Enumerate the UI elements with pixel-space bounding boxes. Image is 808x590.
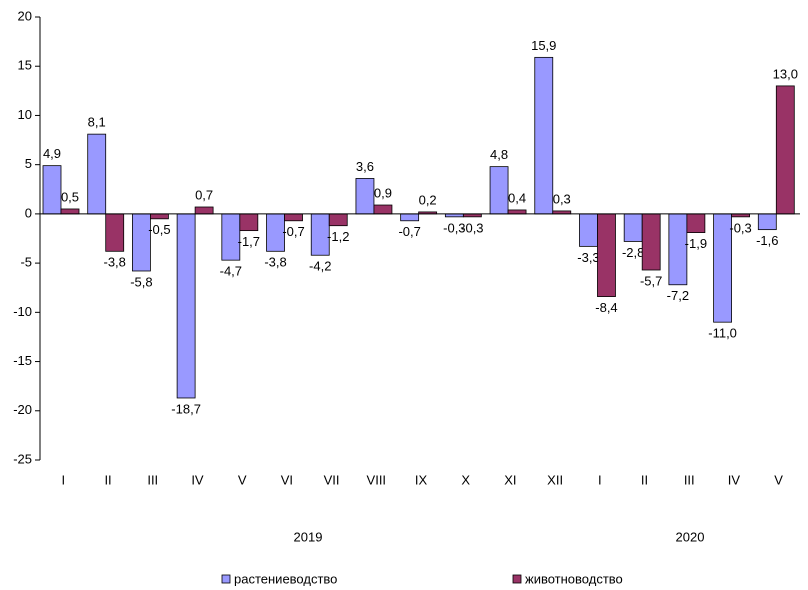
x-tick-label: VIII xyxy=(367,472,387,487)
x-tick-label: IV xyxy=(728,472,741,487)
value-label: -4,2 xyxy=(309,259,331,274)
legend-label: животноводство xyxy=(525,571,623,586)
value-label: 0,5 xyxy=(61,189,79,204)
bar xyxy=(194,206,214,215)
value-label: 0,7 xyxy=(195,187,213,202)
value-label: -0,3 xyxy=(461,220,483,235)
bar xyxy=(507,209,527,215)
value-label: 0,9 xyxy=(374,185,392,200)
legend-label: растениеводство xyxy=(234,571,337,586)
value-label: -18,7 xyxy=(171,401,201,416)
value-label: 3,6 xyxy=(356,159,374,174)
value-label: -3,8 xyxy=(104,255,126,270)
value-label: 4,9 xyxy=(43,146,61,161)
bar xyxy=(623,213,643,242)
bar xyxy=(105,213,125,252)
bar xyxy=(775,85,795,215)
x-tick-label: II xyxy=(104,472,111,487)
value-label: -1,7 xyxy=(238,234,260,249)
x-tick-label: VI xyxy=(281,472,293,487)
y-tick-label: 0 xyxy=(25,205,32,220)
bar xyxy=(641,213,661,271)
x-tick-label: VII xyxy=(324,472,340,487)
bar xyxy=(87,133,107,215)
value-label: -5,8 xyxy=(130,274,152,289)
legend-swatch xyxy=(221,574,231,584)
x-tick-label: XI xyxy=(504,472,516,487)
group-label: 2020 xyxy=(676,529,705,544)
bar xyxy=(597,213,616,297)
x-tick-label: II xyxy=(641,472,648,487)
x-tick-label: V xyxy=(774,472,783,487)
y-tick-label: -25 xyxy=(13,451,32,466)
bar xyxy=(534,56,554,215)
bar xyxy=(328,213,348,227)
value-label: 0,4 xyxy=(508,190,526,205)
value-label: -3,8 xyxy=(264,255,286,270)
value-label: -3,3 xyxy=(577,250,599,265)
x-tick-label: IV xyxy=(191,472,204,487)
value-label: -0,3 xyxy=(443,220,465,235)
value-label: -0,5 xyxy=(148,222,170,237)
bar xyxy=(373,204,393,215)
value-label: -1,6 xyxy=(756,233,778,248)
value-label: -1,9 xyxy=(685,236,707,251)
value-label: -0,7 xyxy=(282,224,304,239)
bar xyxy=(400,213,420,222)
value-label: -8,4 xyxy=(595,300,617,315)
group-label: 2019 xyxy=(294,529,323,544)
value-label: -2,8 xyxy=(622,245,644,260)
value-label: -1,2 xyxy=(327,229,349,244)
bar xyxy=(355,178,375,215)
value-label: 15,9 xyxy=(531,38,556,53)
x-tick-label: I xyxy=(62,472,66,487)
y-tick-label: 10 xyxy=(18,107,32,122)
value-label: -0,7 xyxy=(398,224,420,239)
y-tick-label: -10 xyxy=(13,304,32,319)
y-tick-label: 20 xyxy=(18,8,32,23)
value-label: -0,3 xyxy=(729,220,751,235)
x-tick-label: IX xyxy=(415,472,428,487)
value-label: -11,0 xyxy=(708,326,737,341)
bar xyxy=(60,208,80,215)
bar xyxy=(757,213,777,231)
value-label: 0,2 xyxy=(419,192,437,207)
value-label: 13,0 xyxy=(773,66,798,81)
value-label: -7,2 xyxy=(667,288,689,303)
y-tick-label: -5 xyxy=(20,255,32,270)
y-tick-label: 15 xyxy=(18,58,32,73)
value-label: -4,7 xyxy=(220,264,242,279)
bar xyxy=(489,166,509,215)
x-tick-label: III xyxy=(147,472,158,487)
x-tick-label: I xyxy=(598,472,602,487)
x-tick-label: XII xyxy=(547,472,563,487)
value-label: 4,8 xyxy=(490,147,508,162)
x-tick-label: X xyxy=(461,472,470,487)
bar xyxy=(176,213,196,399)
bar xyxy=(579,213,598,247)
y-tick-label: -15 xyxy=(13,353,32,368)
bar xyxy=(150,213,169,220)
value-label: -5,7 xyxy=(640,273,662,288)
bar xyxy=(42,165,62,215)
x-tick-label: V xyxy=(238,472,247,487)
y-tick-label: 5 xyxy=(25,156,32,171)
bar xyxy=(284,213,303,222)
x-tick-label: III xyxy=(684,472,695,487)
value-label: 8,1 xyxy=(88,115,106,130)
value-label: 0,3 xyxy=(553,191,571,206)
y-tick-label: -20 xyxy=(13,402,32,417)
bar xyxy=(239,213,259,232)
legend-swatch xyxy=(512,574,522,584)
bar xyxy=(686,213,706,233)
